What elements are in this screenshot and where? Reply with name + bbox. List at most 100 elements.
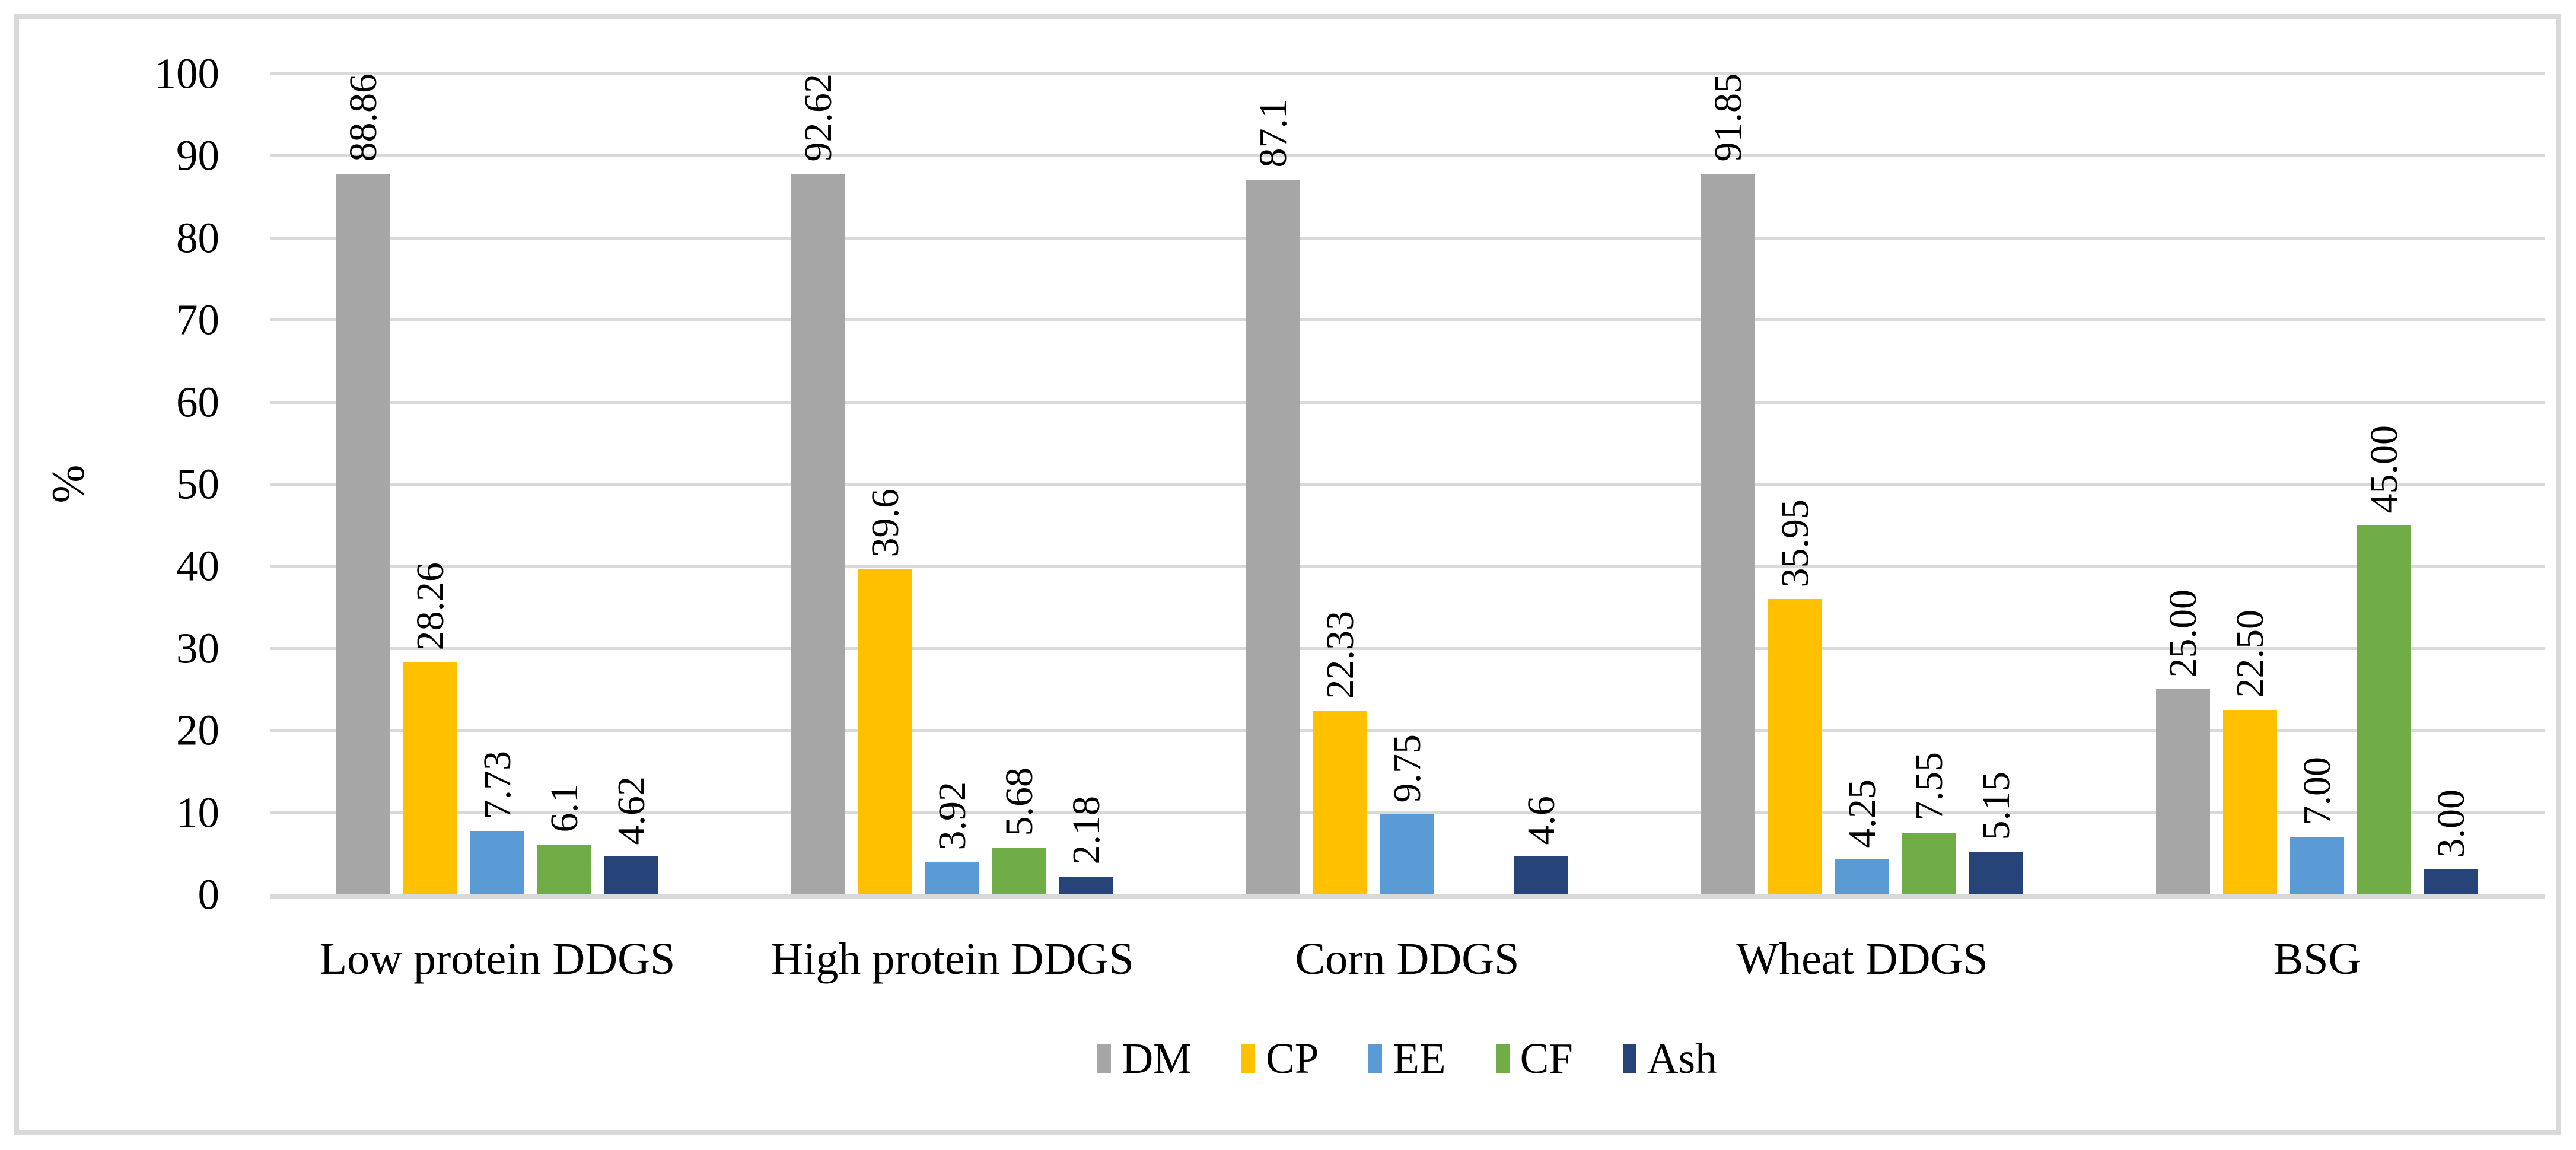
x-label-corn-ddgs: Corn DDGS — [1295, 934, 1520, 984]
legend: DM CP EE CF Ash — [270, 1037, 2545, 1080]
bar-cell-ash-corn-ddgs: 4.6 — [1514, 74, 1568, 894]
bar-cp-corn-ddgs — [1313, 711, 1367, 894]
legend-item-cf: CF — [1495, 1034, 1573, 1082]
bar-cell-dm-low-protein-ddgs: 88.86 — [336, 74, 390, 894]
gridline-100 — [270, 72, 2545, 75]
bar-label-ee-bsg: 7.00 — [2295, 756, 2339, 826]
bar-dm-wheat-ddgs — [1701, 173, 1755, 894]
bar-ee-corn-ddgs — [1380, 814, 1434, 894]
bar-label-ash-wheat-ddgs: 5.15 — [1974, 772, 2018, 840]
bar-cell-cf-high-protein-ddgs: 5.68 — [992, 74, 1046, 894]
bar-ee-bsg — [2290, 837, 2344, 894]
bar-label-cp-high-protein-ddgs: 39.6 — [863, 489, 907, 558]
legend-swatch-dm — [1097, 1044, 1112, 1073]
legend-item-cp: CP — [1241, 1037, 1319, 1080]
bar-cp-high-protein-ddgs — [858, 569, 912, 894]
y-tick-60: 60 — [176, 378, 219, 426]
legend-label-ash: Ash — [1647, 1034, 1717, 1082]
y-tick-50: 50 — [176, 460, 219, 508]
bar-cell-cf-wheat-ddgs: 7.55 — [1902, 74, 1956, 894]
legend-item-ee: EE — [1368, 1037, 1446, 1080]
bar-label-ee-corn-ddgs: 9.75 — [1385, 734, 1429, 803]
legend-label-cp: CP — [1266, 1034, 1319, 1082]
plot-area: 88.86 28.26 7.73 6.1 4.62 92.62 39.6 3.92 5.68 2.… — [270, 72, 2545, 899]
bar-cell-cf-corn-ddgs — [1447, 74, 1501, 894]
bar-label-ash-bsg: 3.00 — [2429, 789, 2473, 858]
gridline-60 — [270, 400, 2545, 404]
legend-item-dm: DM — [1097, 1037, 1192, 1080]
y-axis-tick-labels: 0 10 20 30 40 50 60 70 80 90 100 — [0, 52, 255, 916]
x-label-high-protein-ddgs: High protein DDGS — [770, 934, 1134, 984]
bar-ee-low-protein-ddgs — [470, 831, 524, 894]
legend-swatch-cf — [1495, 1044, 1510, 1073]
gridline-50 — [270, 483, 2545, 486]
bar-cell-cp-wheat-ddgs: 35.95 — [1768, 74, 1822, 894]
bar-dm-high-protein-ddgs — [791, 173, 845, 894]
bar-cell-ee-low-protein-ddgs: 7.73 — [470, 74, 524, 894]
bar-cell-ash-high-protein-ddgs: 2.18 — [1059, 74, 1113, 894]
bar-cell-cf-bsg: 45.00 — [2357, 74, 2411, 894]
legend-swatch-ash — [1622, 1044, 1636, 1073]
bar-ee-high-protein-ddgs — [925, 862, 979, 894]
gridline-10 — [270, 811, 2545, 814]
bar-label-ee-high-protein-ddgs: 3.92 — [930, 782, 974, 850]
bar-cell-ee-wheat-ddgs: 4.25 — [1835, 74, 1889, 894]
bar-label-ee-wheat-ddgs: 4.25 — [1840, 779, 1884, 848]
gridline-30 — [270, 646, 2545, 650]
y-tick-10: 10 — [176, 788, 219, 837]
bar-ash-wheat-ddgs — [1969, 852, 2023, 894]
bar-cell-dm-corn-ddgs: 87.1 — [1246, 74, 1300, 894]
bar-dm-bsg — [2156, 689, 2210, 894]
bar-cell-cp-bsg: 22.50 — [2223, 74, 2277, 894]
y-tick-40: 40 — [176, 541, 219, 590]
y-tick-70: 70 — [176, 295, 219, 344]
gridline-40 — [270, 565, 2545, 568]
legend-label-dm: DM — [1122, 1034, 1192, 1082]
bar-label-cf-wheat-ddgs: 7.55 — [1907, 752, 1951, 821]
bar-label-dm-corn-ddgs: 87.1 — [1251, 99, 1295, 168]
bar-cell-ash-low-protein-ddgs: 4.62 — [604, 74, 658, 894]
y-tick-30: 30 — [176, 624, 219, 673]
chart-border-frame — [14, 14, 2561, 1135]
bar-label-ash-low-protein-ddgs: 4.62 — [609, 776, 653, 845]
bar-label-cp-wheat-ddgs: 35.95 — [1773, 499, 1817, 588]
legend-item-ash: Ash — [1622, 1034, 1717, 1082]
bar-label-cp-corn-ddgs: 22.33 — [1318, 611, 1362, 699]
bar-ash-low-protein-ddgs — [604, 856, 658, 894]
bar-group-bsg: 25.00 22.50 7.00 45.00 3.00 — [2090, 74, 2545, 894]
bar-label-dm-bsg: 25.00 — [2161, 589, 2205, 678]
bar-label-cp-low-protein-ddgs: 28.26 — [408, 562, 452, 651]
bar-cp-wheat-ddgs — [1768, 599, 1822, 894]
bar-cell-cf-low-protein-ddgs: 6.1 — [537, 74, 591, 894]
gridline-20 — [270, 729, 2545, 732]
bar-cell-ash-bsg: 3.00 — [2424, 74, 2478, 894]
bar-label-cp-bsg: 22.50 — [2228, 610, 2272, 698]
bar-cell-cp-high-protein-ddgs: 39.6 — [858, 74, 912, 894]
bar-ash-corn-ddgs — [1514, 856, 1568, 894]
x-axis-category-labels: Low protein DDGS High protein DDGS Corn DD… — [270, 932, 2545, 986]
y-tick-20: 20 — [176, 706, 219, 754]
bar-cp-low-protein-ddgs — [403, 662, 457, 894]
y-tick-100: 100 — [154, 49, 220, 98]
gridline-90 — [270, 154, 2545, 158]
legend-swatch-ee — [1368, 1044, 1383, 1073]
bar-dm-corn-ddgs — [1246, 179, 1300, 894]
legend-label-cf: CF — [1520, 1034, 1573, 1082]
bar-dm-low-protein-ddgs — [336, 173, 390, 894]
bar-label-dm-high-protein-ddgs: 92.62 — [796, 74, 840, 162]
gridline-0 — [270, 894, 2545, 899]
bar-ash-bsg — [2424, 869, 2478, 894]
bar-cell-cp-corn-ddgs: 22.33 — [1313, 74, 1367, 894]
bar-group-low-protein-ddgs: 88.86 28.26 7.73 6.1 4.62 — [270, 74, 725, 894]
y-tick-0: 0 — [198, 870, 220, 919]
y-tick-80: 80 — [176, 214, 219, 262]
bar-label-ash-corn-ddgs: 4.6 — [1519, 795, 1563, 845]
bar-cell-ash-wheat-ddgs: 5.15 — [1969, 74, 2023, 894]
gridline-80 — [270, 236, 2545, 240]
bar-cell-dm-high-protein-ddgs: 92.62 — [791, 74, 845, 894]
x-label-low-protein-ddgs: Low protein DDGS — [319, 934, 676, 984]
bar-cell-ee-bsg: 7.00 — [2290, 74, 2344, 894]
gridline-70 — [270, 318, 2545, 322]
bar-group-corn-ddgs: 87.1 22.33 9.75 4.6 — [1180, 74, 1635, 894]
